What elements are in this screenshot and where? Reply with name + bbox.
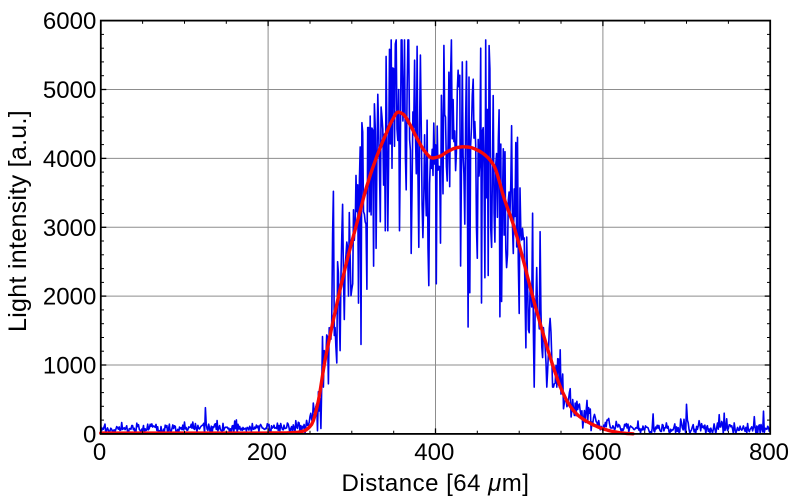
svg-text:Distance [64 μm]: Distance [64 μm] [342,470,530,497]
svg-text:800: 800 [749,439,789,466]
svg-text:6000: 6000 [43,8,96,35]
svg-text:1000: 1000 [43,353,96,380]
svg-text:200: 200 [247,439,287,466]
svg-text:3000: 3000 [43,215,96,242]
svg-text:2000: 2000 [43,284,96,311]
svg-text:Light intensity [a.u.]: Light intensity [a.u.] [4,110,32,332]
svg-text:400: 400 [414,439,454,466]
svg-text:4000: 4000 [43,146,96,173]
svg-text:0: 0 [83,421,96,448]
svg-text:600: 600 [582,439,622,466]
svg-text:5000: 5000 [43,77,96,104]
svg-text:0: 0 [93,439,106,466]
